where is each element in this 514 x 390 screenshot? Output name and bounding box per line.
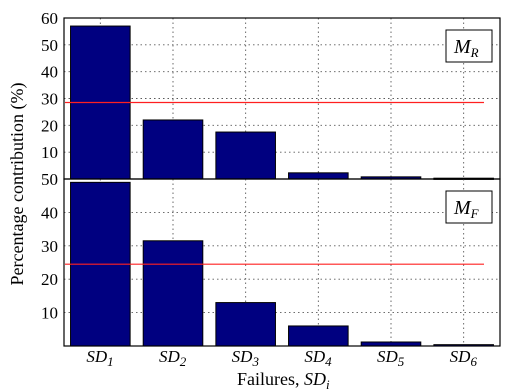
- y-tick-label: 60: [41, 9, 58, 28]
- label-main: SD: [304, 347, 326, 366]
- x-tick-label: SD2: [159, 347, 187, 369]
- y-tick-label: 20: [41, 116, 58, 135]
- legend-bottom: MF: [445, 190, 493, 224]
- x-axis-label-subscript: i: [326, 377, 330, 390]
- y-tick-label: 30: [41, 90, 58, 109]
- plot-frame-bottom: [63, 178, 501, 347]
- y-tick-label: 30: [41, 237, 58, 256]
- bar-bottom-sd2: [142, 240, 204, 347]
- label-main: M: [453, 36, 472, 58]
- panel-top: 10 20 30 40 50 60 MR: [41, 9, 501, 180]
- y-tick-label: 50: [41, 170, 58, 189]
- legend-top: MR: [445, 29, 493, 63]
- label-subscript: R: [470, 45, 479, 60]
- label-main: SD: [86, 347, 108, 366]
- bar-top-sd4: [288, 172, 349, 180]
- label-subscript: 5: [398, 354, 405, 369]
- bar-top-sd3: [215, 131, 276, 180]
- legend-box: [445, 29, 493, 63]
- y-tick-label: 40: [41, 63, 58, 82]
- x-axis-label-prefix: Failures,: [237, 369, 304, 389]
- y-tick-label: 40: [41, 203, 58, 222]
- bar-bottom-sd4: [288, 325, 349, 347]
- x-axis-label: Failures, SDi: [237, 369, 330, 390]
- x-tick-label: SD6: [450, 347, 478, 369]
- label-main: SD: [159, 347, 181, 366]
- label-main: SD: [377, 347, 399, 366]
- label-subscript: 3: [251, 354, 259, 369]
- y-tick-label: 50: [41, 36, 58, 55]
- x-tick-label: SD5: [377, 347, 405, 369]
- y-axis-label: Percentage contribution (%): [7, 83, 28, 286]
- bar-bottom-sd5: [360, 341, 422, 347]
- label-main: SD: [232, 347, 254, 366]
- y-tick-label: 10: [41, 304, 58, 323]
- y-tick-label: 10: [41, 143, 58, 162]
- bar-bottom-sd3: [215, 302, 276, 347]
- legend-label: MF: [453, 197, 480, 221]
- legend-label: MR: [453, 36, 479, 60]
- label-subscript: F: [470, 206, 480, 221]
- label-subscript: 4: [325, 354, 332, 369]
- label-main: M: [453, 197, 472, 219]
- label-subscript: 6: [470, 354, 477, 369]
- label-main: SD: [450, 347, 472, 366]
- bar-top-sd2: [142, 119, 204, 180]
- panel-bottom: 10 20 30 40 50 MF: [41, 170, 501, 347]
- x-tick-label: SD4: [304, 347, 332, 369]
- legend-box: [445, 190, 493, 224]
- y-tick-label: 20: [41, 270, 58, 289]
- x-tick-label: SD3: [232, 347, 260, 369]
- label-subscript: 2: [180, 354, 187, 369]
- x-tick-label: SD1: [86, 347, 113, 369]
- label-subscript: 1: [107, 354, 114, 369]
- x-axis-label-main: SD: [304, 369, 326, 389]
